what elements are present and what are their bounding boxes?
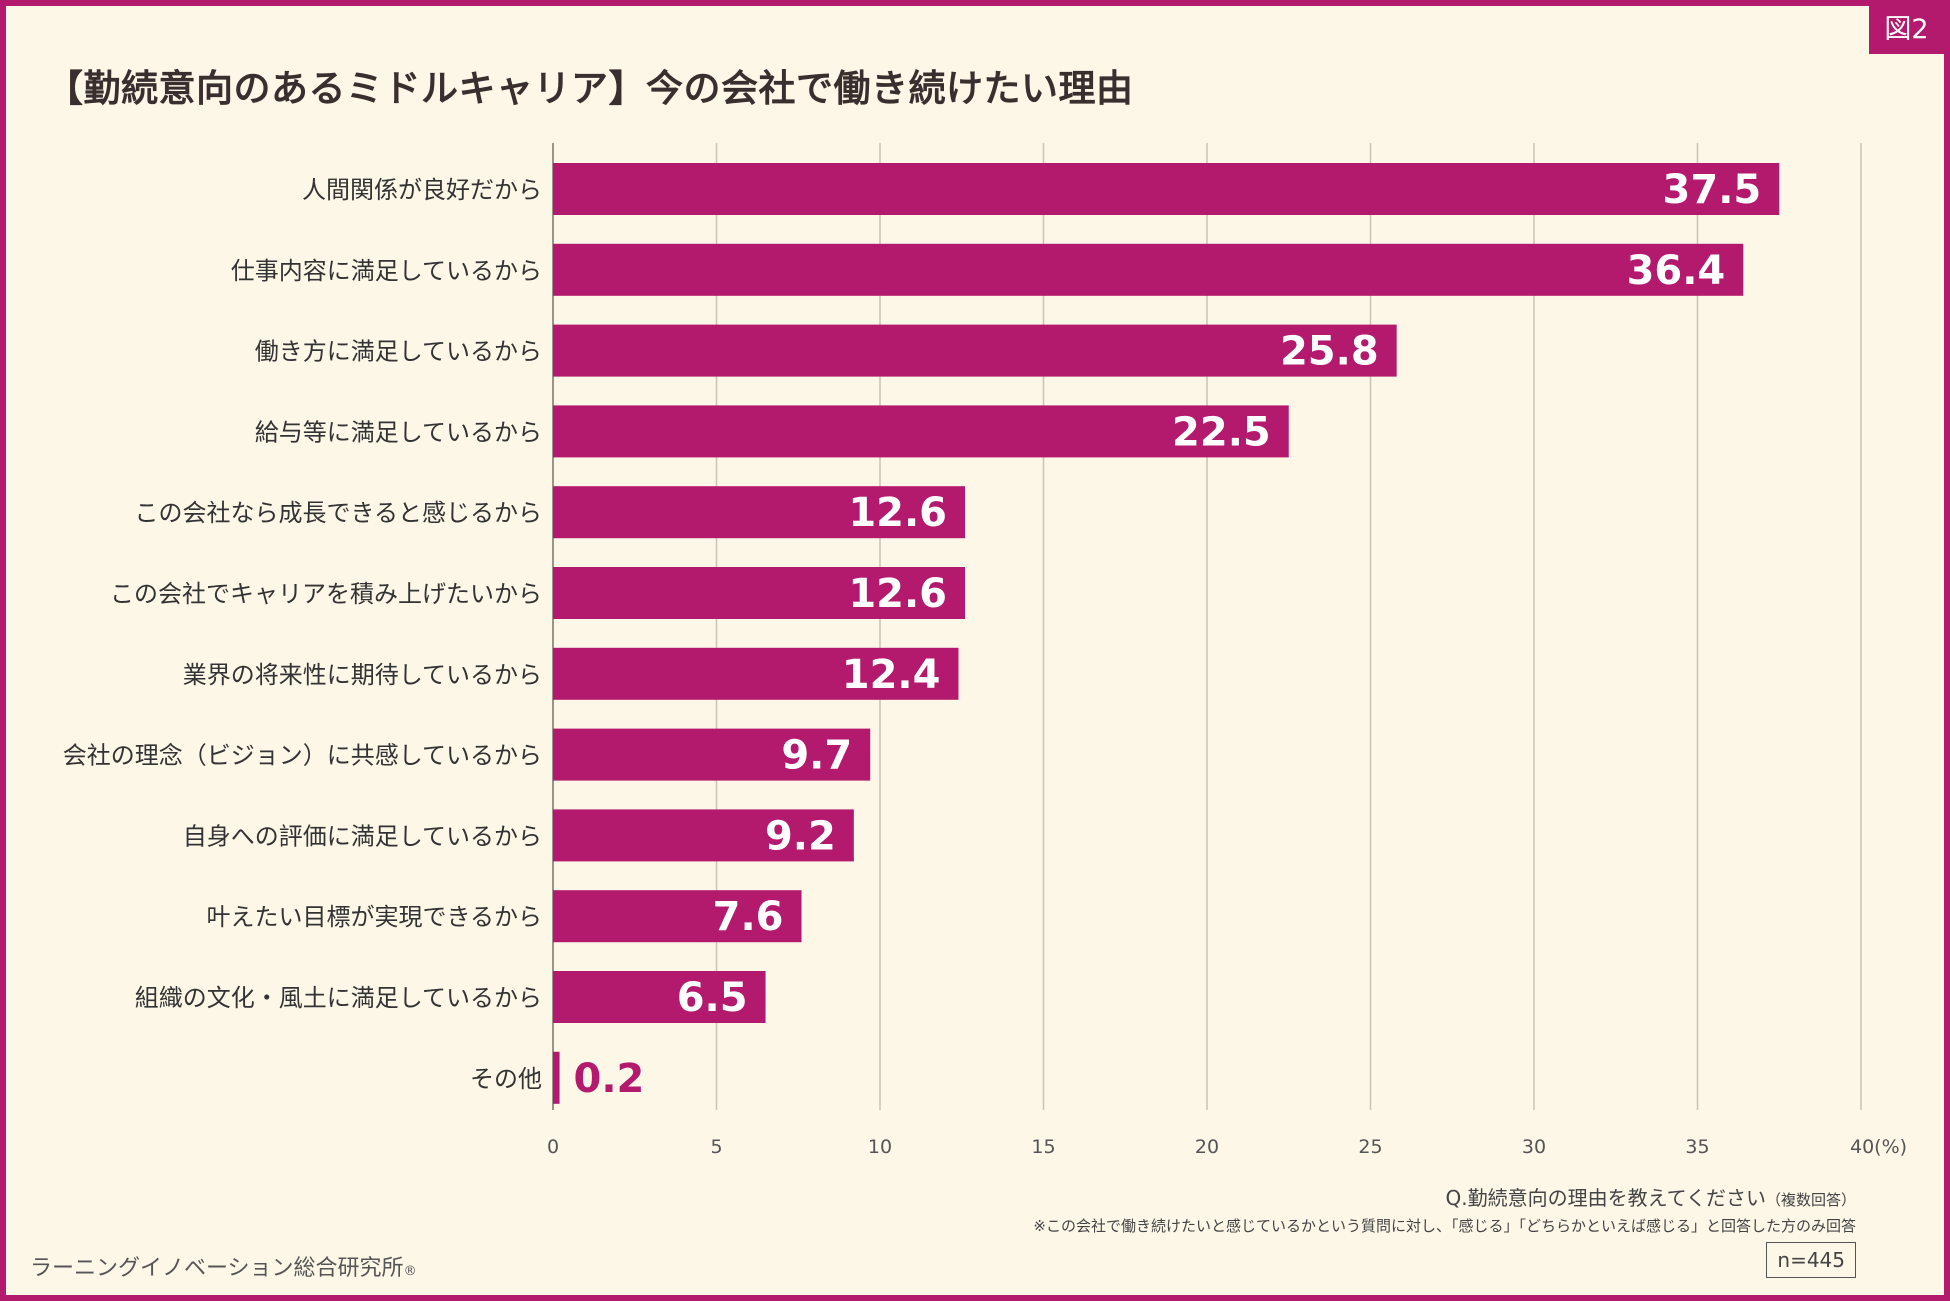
value-label: 12.6 (848, 571, 947, 617)
x-tick-label: 15 (1031, 1136, 1055, 1158)
grid-lines (552, 143, 1862, 1110)
x-tick-label: 40(%) (1850, 1136, 1907, 1158)
bar (553, 647, 959, 700)
x-tick-label: 30 (1522, 1136, 1546, 1158)
sample-size-badge: n=445 (1766, 1242, 1856, 1278)
chart-title: 【勤続意向のあるミドルキャリア】今の会社で働き続けたい理由 (46, 67, 1134, 110)
value-label: 25.8 (1280, 329, 1379, 375)
value-label: 37.5 (1663, 167, 1762, 213)
bar (553, 324, 1397, 377)
bar (553, 971, 766, 1023)
value-label: 0.2 (574, 1056, 645, 1102)
registered-mark: ® (403, 1264, 417, 1279)
bar (553, 809, 854, 862)
bar (553, 567, 966, 619)
value-label: 36.4 (1627, 248, 1726, 294)
x-axis-ticks: 0 5 10 15 20 25 30 35 40(%) (547, 1136, 1907, 1158)
x-tick-label: 5 (710, 1136, 722, 1158)
survey-question: Q.勤続意向の理由を教えてください（複数回答） (1445, 1182, 1856, 1211)
source-credit: ラーニングイノベーション総合研究所® (30, 1250, 417, 1282)
x-tick-label: 25 (1358, 1136, 1382, 1158)
question-note: （複数回答） (1765, 1191, 1856, 1209)
value-label: 9.2 (765, 813, 836, 859)
value-label: 9.7 (781, 733, 852, 779)
bar (553, 243, 1744, 296)
bar (553, 163, 1780, 215)
category-label: この会社なら成長できると感じるから (134, 499, 542, 527)
category-label: 業界の将来性に期待しているから (183, 661, 542, 689)
figure-badge: 図2 (1869, 6, 1944, 54)
category-label: 叶えたい目標が実現できるから (206, 903, 542, 931)
bar (553, 486, 966, 539)
value-label: 12.4 (842, 652, 941, 698)
x-tick-label: 20 (1195, 1136, 1219, 1158)
category-label: 自身への評価に満足しているから (183, 822, 542, 850)
x-tick-label: 0 (547, 1136, 559, 1158)
x-tick-label: 10 (868, 1136, 892, 1158)
survey-note: ※この会社で働き続けたいと感じているかという質問に対し、「感じる」「どちらかとい… (1033, 1217, 1856, 1235)
category-label: この会社でキャリアを積み上げたいから (110, 580, 542, 608)
category-label: 会社の理念（ビジョン）に共感しているから (63, 742, 542, 770)
value-label: 12.6 (848, 490, 947, 536)
value-label: 6.5 (677, 975, 748, 1021)
x-tick-label: 35 (1685, 1136, 1709, 1158)
category-label: 人間関係が良好だから (302, 176, 542, 204)
bars-group (553, 163, 1780, 1104)
value-label: 7.6 (713, 894, 784, 940)
source-text: ラーニングイノベーション総合研究所 (30, 1256, 404, 1281)
bar-chart: 人間関係が良好だから仕事内容に満足しているから働き方に満足しているから給与等に満… (63, 143, 1907, 1158)
category-label: 組織の文化・風土に満足しているから (135, 984, 542, 1012)
value-label: 22.5 (1172, 409, 1271, 455)
chart-frame: 図2 【勤続意向のあるミドルキャリア】今の会社で働き続けたい理由 人間関係が良好… (6, 6, 1944, 1295)
category-label: 働き方に満足しているから (255, 338, 542, 366)
bar (553, 1051, 560, 1104)
category-label: その他 (470, 1065, 542, 1093)
bar (553, 728, 871, 781)
value-labels: 37.5 36.4 25.822.5 12.6 12.6 12.4 9.7 9.2 7.6 6.5… (574, 167, 1762, 1102)
category-label: 給与等に満足しているから (255, 418, 542, 446)
bar (553, 890, 802, 943)
category-labels: 人間関係が良好だから仕事内容に満足しているから働き方に満足しているから給与等に満… (63, 176, 542, 1093)
question-text: Q.勤続意向の理由を教えてください (1445, 1186, 1766, 1210)
category-label: 仕事内容に満足しているから (231, 257, 542, 285)
bar (553, 405, 1289, 458)
